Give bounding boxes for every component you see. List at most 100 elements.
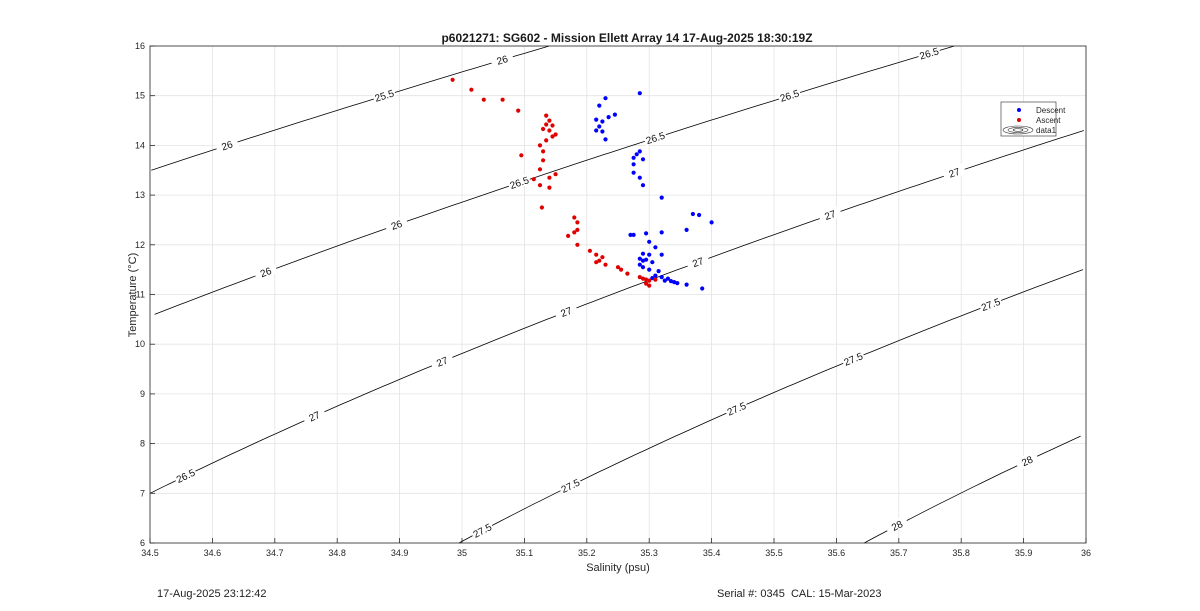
descent-point: [684, 282, 689, 287]
descent-point: [668, 279, 674, 284]
data-series: [450, 77, 714, 291]
descent-point: [631, 155, 636, 160]
descent-point: [647, 252, 652, 257]
ascent-point: [575, 242, 580, 247]
contour-line: [149, 130, 1084, 494]
ascent-point: [572, 230, 577, 235]
descent-point: [634, 152, 639, 157]
descent-point: [637, 175, 642, 180]
ascent-point: [481, 97, 486, 102]
contour-label-bg: [884, 515, 910, 536]
ascent-point: [615, 265, 621, 270]
ascent-point: [450, 77, 455, 82]
x-axis-label: Salinity (psu): [586, 562, 650, 574]
descent-point: [697, 212, 702, 218]
footer-timestamp: 17-Aug-2025 23:12:42: [157, 588, 267, 600]
descent-point: [659, 195, 664, 200]
descent-point: [640, 265, 646, 270]
ascent-point: [544, 122, 549, 127]
contour-label: 27: [559, 306, 574, 320]
legend[interactable]: Descent Ascent data1: [1000, 101, 1066, 137]
ascent-point: [603, 262, 608, 267]
x-tick-label: 35.6: [828, 548, 846, 558]
descent-point: [597, 124, 602, 129]
ascent-point: [541, 158, 546, 163]
contour-label-bg: [301, 406, 327, 426]
descent-point: [637, 149, 642, 154]
ascent-point: [653, 277, 658, 282]
contour-label: 26: [390, 219, 405, 233]
ascent-point: [544, 138, 549, 143]
legend-ascent-marker: [1017, 118, 1021, 122]
contour-label: 28: [1020, 454, 1035, 469]
ascent-point: [647, 278, 652, 283]
x-tick-label: 35.5: [765, 548, 783, 558]
contour-label: 26.5: [645, 131, 667, 148]
contour-label-bg: [372, 86, 397, 104]
contour-label-bg: [1014, 450, 1040, 471]
contour-label: 28: [890, 519, 905, 534]
ascent-point: [544, 113, 549, 118]
x-tick-label: 35.8: [952, 548, 970, 558]
ascent-point: [547, 128, 552, 133]
y-tick-label: 7: [140, 488, 145, 498]
y-tick-label: 8: [140, 439, 145, 449]
ascent-point: [553, 132, 558, 137]
ascent-point: [575, 220, 580, 225]
descent-point: [700, 286, 705, 291]
ascent-point: [566, 233, 571, 238]
series-descent: [594, 91, 714, 291]
ascent-point: [594, 252, 599, 257]
contour-label: 26: [496, 54, 510, 68]
descent-point: [640, 251, 646, 256]
contour-label: 27: [307, 410, 322, 425]
contour-label-bg: [214, 136, 240, 154]
descent-point: [637, 262, 642, 267]
x-tick-label: 35.4: [703, 548, 721, 558]
ascent-point: [516, 108, 521, 113]
descent-point: [650, 260, 655, 265]
descent-point: [656, 269, 661, 274]
y-tick-label: 14: [135, 140, 145, 150]
ascent-point: [541, 126, 546, 132]
descent-point: [640, 157, 646, 162]
descent-point: [594, 128, 599, 133]
chart-title: p6021271: SG602 - Mission Ellett Array 1…: [441, 31, 812, 45]
ascent-point: [587, 248, 593, 253]
y-axis-label: Temperature (°C): [127, 253, 139, 337]
ascent-point: [644, 281, 649, 286]
contour-label-bg: [490, 51, 515, 68]
contour-label: 27: [691, 256, 706, 270]
footer-serial-cal: Serial #: 0345 CAL: 15-Mar-2023: [717, 588, 882, 600]
descent-point: [603, 137, 608, 142]
contour-label: 26: [259, 266, 274, 280]
contour-line: [151, 45, 550, 171]
y-tick-label: 6: [140, 538, 145, 548]
ascent-point: [539, 205, 545, 210]
contour-label: 27: [948, 167, 962, 181]
descent-point: [644, 257, 649, 262]
descent-point: [659, 252, 664, 257]
contour-label-bg: [777, 86, 802, 104]
ascent-point: [625, 271, 630, 276]
ascent-point: [547, 175, 552, 180]
ascent-point: [637, 275, 642, 280]
descent-point: [594, 117, 599, 122]
contour-label-bg: [253, 262, 278, 281]
contour-label-bg: [173, 465, 198, 486]
descent-point: [675, 281, 680, 286]
x-tick-label: 36: [1081, 548, 1091, 558]
series-ascent: [450, 77, 658, 288]
ascent-point: [537, 143, 543, 148]
x-tick-label: 35: [457, 548, 467, 558]
legend-box: [1000, 101, 1057, 137]
ascent-point: [519, 153, 524, 158]
contour-label-bg: [469, 520, 495, 541]
y-tick-label: 9: [140, 389, 145, 399]
y-tick-label: 11: [136, 290, 145, 300]
contour-label: 25.5: [374, 88, 396, 104]
y-tick-label: 16: [135, 41, 145, 51]
descent-point: [647, 267, 652, 272]
ascent-point: [547, 118, 552, 123]
